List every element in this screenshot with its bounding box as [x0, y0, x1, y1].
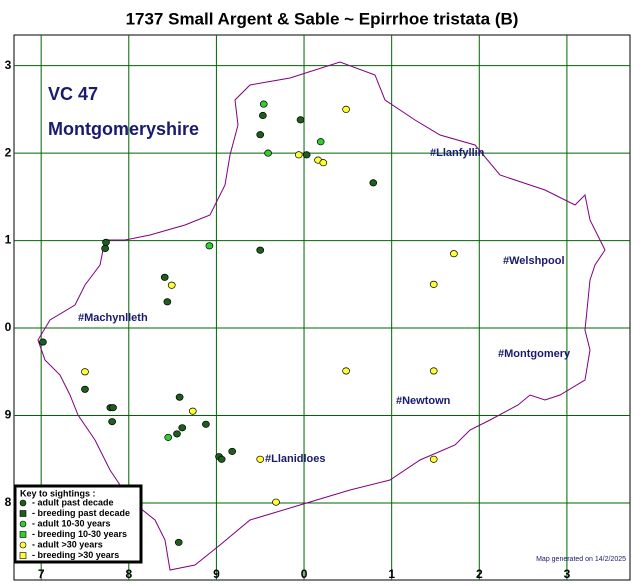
sighting	[272, 498, 280, 506]
legend-marker	[19, 520, 27, 528]
sighting	[202, 420, 210, 428]
legend-label: - breeding 10-30 years	[32, 529, 127, 539]
sighting	[342, 105, 350, 113]
sighting	[256, 246, 265, 254]
sighting	[296, 116, 305, 124]
x-tick-label: 8	[125, 567, 132, 581]
y-tick-label: 3	[5, 58, 12, 72]
sighting	[450, 250, 458, 258]
sighting	[175, 393, 184, 401]
sighting	[173, 430, 181, 438]
sighting	[342, 367, 350, 375]
sighting	[429, 455, 438, 463]
town-label: #Newtown	[396, 395, 451, 407]
town-label: #Llanidloes	[265, 453, 326, 465]
sighting	[188, 407, 197, 415]
legend-box	[13, 484, 143, 564]
legend-marker	[19, 552, 27, 559]
sighting	[101, 244, 109, 253]
sighting	[109, 404, 117, 412]
sighting	[294, 151, 303, 159]
legend: - adult past decade- breeding past decad…	[19, 497, 130, 560]
sightings	[39, 100, 458, 546]
town-label: #Welshpool	[503, 255, 565, 267]
legend-title: Key to sightings :	[20, 488, 96, 498]
legend-label: - adult >30 years	[32, 539, 103, 549]
sighting	[302, 151, 311, 159]
region-code: VC 47	[48, 84, 98, 104]
footer: Map generated on 14/2/2025	[536, 556, 626, 563]
legend-label: - adult past decade	[32, 497, 114, 507]
sighting	[160, 273, 169, 281]
sighting	[256, 131, 265, 139]
y-tick-label: 1	[5, 233, 12, 247]
legend-marker	[19, 499, 27, 507]
x-tick-label: 3	[564, 567, 571, 581]
x-tick-label: 2	[476, 567, 483, 581]
sighting	[108, 418, 116, 426]
sighting	[319, 159, 328, 167]
sighting	[39, 338, 47, 346]
sighting	[259, 100, 268, 108]
sighting	[163, 298, 172, 306]
x-tick-label: 9	[213, 567, 220, 581]
y-tick-label: 9	[5, 408, 12, 422]
sighting	[174, 538, 183, 546]
legend-label: - adult 10-30 years	[32, 518, 111, 528]
legend-marker	[19, 541, 27, 549]
sighting	[256, 455, 265, 463]
county-boundary	[37, 61, 606, 571]
sighting	[228, 447, 237, 455]
sighting	[178, 424, 187, 432]
sighting	[264, 149, 272, 157]
sighting	[102, 238, 110, 246]
sighting	[205, 242, 214, 250]
y-tick-label: 0	[5, 320, 12, 334]
town-label: #Llanfyllin	[430, 147, 485, 159]
sighting	[81, 368, 89, 376]
sighting	[259, 111, 267, 120]
region-name: Montgomeryshire	[48, 119, 199, 139]
y-tick-label: 8	[5, 495, 12, 509]
x-tick-label: 1	[388, 567, 395, 581]
legend-marker	[19, 531, 27, 538]
sighting	[429, 367, 438, 375]
sighting	[429, 280, 438, 288]
sighting	[369, 179, 378, 187]
legend-label: - breeding past decade	[32, 508, 130, 518]
y-tick-label: 2	[5, 145, 12, 159]
sighting	[217, 455, 226, 463]
sighting	[316, 138, 325, 146]
town-label: #Machynlleth	[78, 312, 148, 324]
legend-label: - breeding >30 years	[32, 550, 119, 560]
sighting	[164, 433, 173, 441]
x-tick-label: 7	[38, 567, 45, 581]
legend-marker	[19, 510, 27, 517]
town-label: #Montgomery	[498, 348, 571, 360]
x-tick-label: 0	[301, 567, 308, 581]
map-title: 1737 Small Argent & Sable ~ Epirrhoe tri…	[126, 9, 519, 28]
sighting	[167, 281, 176, 289]
sighting	[81, 385, 89, 393]
